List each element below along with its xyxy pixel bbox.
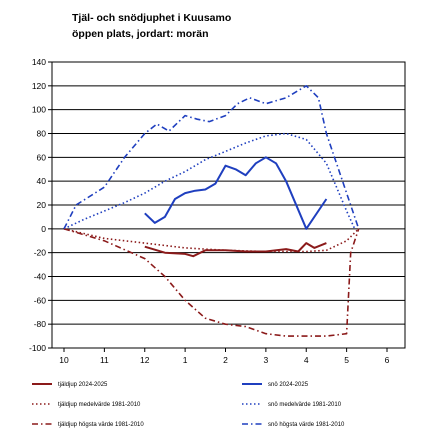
series-line-5 (63, 85, 360, 230)
series-line-1 (144, 156, 328, 230)
x-tick-label: 11 (100, 355, 109, 365)
y-tick-label: 80 (37, 129, 47, 139)
x-tick-label: 4 (304, 355, 309, 365)
legend-label-4: tjäldjup högsta värde 1981-2010 (58, 422, 144, 428)
y-tick-label: 140 (32, 57, 46, 67)
series-line-3 (63, 132, 356, 230)
x-tick-label: 2 (223, 355, 228, 365)
x-tick-label: 5 (344, 355, 349, 365)
chart-title: Tjäl- och snödjuphet i Kuusamo (72, 12, 232, 24)
y-tick-label: -100 (29, 343, 46, 353)
y-tick-label: 100 (32, 105, 46, 115)
y-tick-label: -60 (34, 295, 47, 305)
y-tick-label: 60 (37, 152, 47, 162)
series-line-0 (144, 242, 327, 258)
legend-label-5: snö högsta värde 1981-2010 (268, 422, 345, 428)
y-tick-label: -20 (34, 248, 47, 258)
x-tick-label: 12 (140, 355, 150, 365)
y-tick-label: 20 (37, 200, 47, 210)
y-tick-label: 40 (37, 176, 47, 186)
x-tick-label: 6 (385, 355, 390, 365)
series-line-4 (63, 228, 360, 337)
x-tick-label: 1 (183, 355, 188, 365)
y-tick-label: 0 (41, 224, 46, 234)
legend-label-0: tjäldjup 2024-2025 (58, 382, 108, 388)
y-tick-label: 120 (32, 81, 46, 91)
legend-label-2: tjäldjup medelvärde 1981-2010 (58, 402, 141, 408)
legend-label-1: snö 2024-2025 (268, 382, 309, 388)
x-tick-label: 10 (59, 355, 69, 365)
y-tick-label: -80 (34, 319, 47, 329)
legend-label-3: snö medelvärde 1981-2010 (268, 402, 342, 408)
chart-subtitle: öppen plats, jordart: morän (72, 28, 209, 40)
y-tick-label: -40 (34, 272, 47, 282)
x-tick-label: 3 (264, 355, 269, 365)
